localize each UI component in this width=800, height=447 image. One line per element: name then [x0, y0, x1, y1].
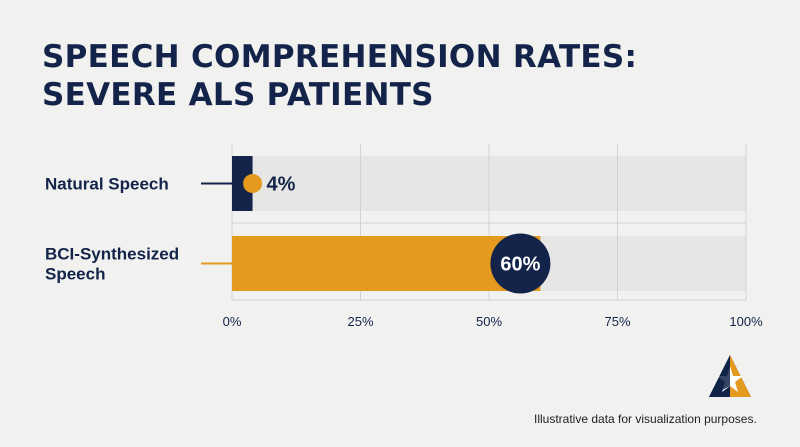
- data-label: 4%: [267, 174, 296, 196]
- x-tick-label: 100%: [729, 314, 763, 329]
- title-line-1: SPEECH COMPREHENSION RATES:: [42, 39, 638, 75]
- bar-1: [232, 236, 541, 291]
- bar-0: [232, 156, 253, 211]
- triangle-star-logo-icon: [709, 355, 751, 397]
- title-line-2: SEVERE ALS PATIENTS: [42, 77, 434, 113]
- category-label: BCI-Synthesized: [45, 245, 179, 264]
- category-label: Natural Speech: [45, 175, 169, 194]
- footnote: Illustrative data for visualization purp…: [534, 412, 757, 426]
- chart-title: SPEECH COMPREHENSION RATES: SEVERE ALS P…: [42, 38, 637, 114]
- x-tick-label: 0%: [223, 314, 242, 329]
- value-badge: [490, 233, 551, 294]
- category-label: Speech: [45, 265, 105, 284]
- x-tick-label: 75%: [604, 314, 630, 329]
- data-label: 60%: [500, 254, 540, 276]
- x-tick-label: 25%: [347, 314, 373, 329]
- x-tick-label: 50%: [476, 314, 502, 329]
- value-marker-dot: [243, 174, 263, 193]
